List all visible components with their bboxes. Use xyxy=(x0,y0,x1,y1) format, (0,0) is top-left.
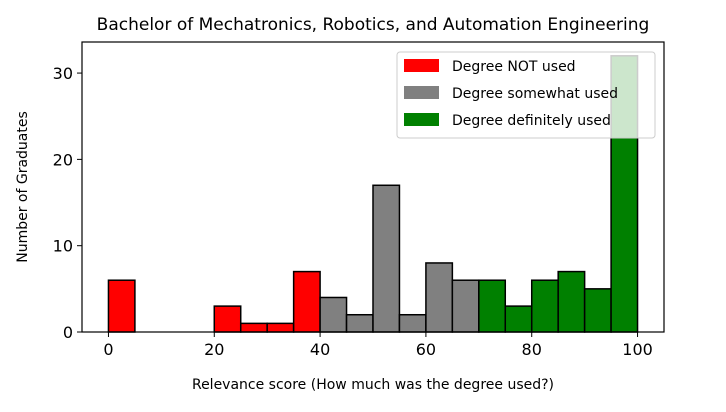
x-tick-label: 60 xyxy=(416,340,436,359)
bar xyxy=(266,322,295,333)
legend-swatch xyxy=(404,59,439,72)
bar xyxy=(107,279,136,333)
bar xyxy=(398,313,427,333)
x-tick-label: 0 xyxy=(103,340,113,359)
y-axis-label: Number of Graduates xyxy=(15,111,31,263)
legend: Degree NOT used Degree somewhat used Degre… xyxy=(396,51,656,139)
chart-title: Bachelor of Mechatronics, Robotics, and … xyxy=(97,15,650,35)
bar xyxy=(478,279,507,333)
bar xyxy=(345,313,374,333)
legend-label: Degree somewhat used xyxy=(452,86,618,102)
x-tick-label: 40 xyxy=(310,340,330,359)
bar xyxy=(425,262,454,333)
x-axis-label: Relevance score (How much was the degree… xyxy=(192,377,554,393)
y-tick-label: 20 xyxy=(53,150,73,169)
bar xyxy=(530,279,559,333)
bar xyxy=(213,305,242,333)
bar xyxy=(451,279,480,333)
bar xyxy=(504,305,533,333)
x-tick-label: 100 xyxy=(622,340,653,359)
bar xyxy=(583,288,612,333)
x-tick-label: 80 xyxy=(522,340,542,359)
bar xyxy=(319,296,348,333)
legend-label: Degree definitely used xyxy=(452,113,611,129)
y-tick-label: 30 xyxy=(53,64,73,83)
legend-swatch xyxy=(404,86,439,99)
bars-group xyxy=(107,55,639,333)
y-tick-label: 0 xyxy=(63,323,73,342)
legend-swatch xyxy=(404,113,439,126)
x-tick-label: 20 xyxy=(204,340,224,359)
legend-box xyxy=(396,51,656,139)
y-axis: 0 10 20 30 xyxy=(53,64,82,342)
x-axis: 0 20 40 60 80 100 xyxy=(103,332,653,359)
bar xyxy=(292,270,321,333)
bar xyxy=(557,270,586,333)
plot-frame xyxy=(81,41,665,333)
bar xyxy=(239,322,268,333)
legend-label: Degree NOT used xyxy=(452,59,576,75)
y-tick-label: 10 xyxy=(53,237,73,256)
bar xyxy=(372,184,401,333)
